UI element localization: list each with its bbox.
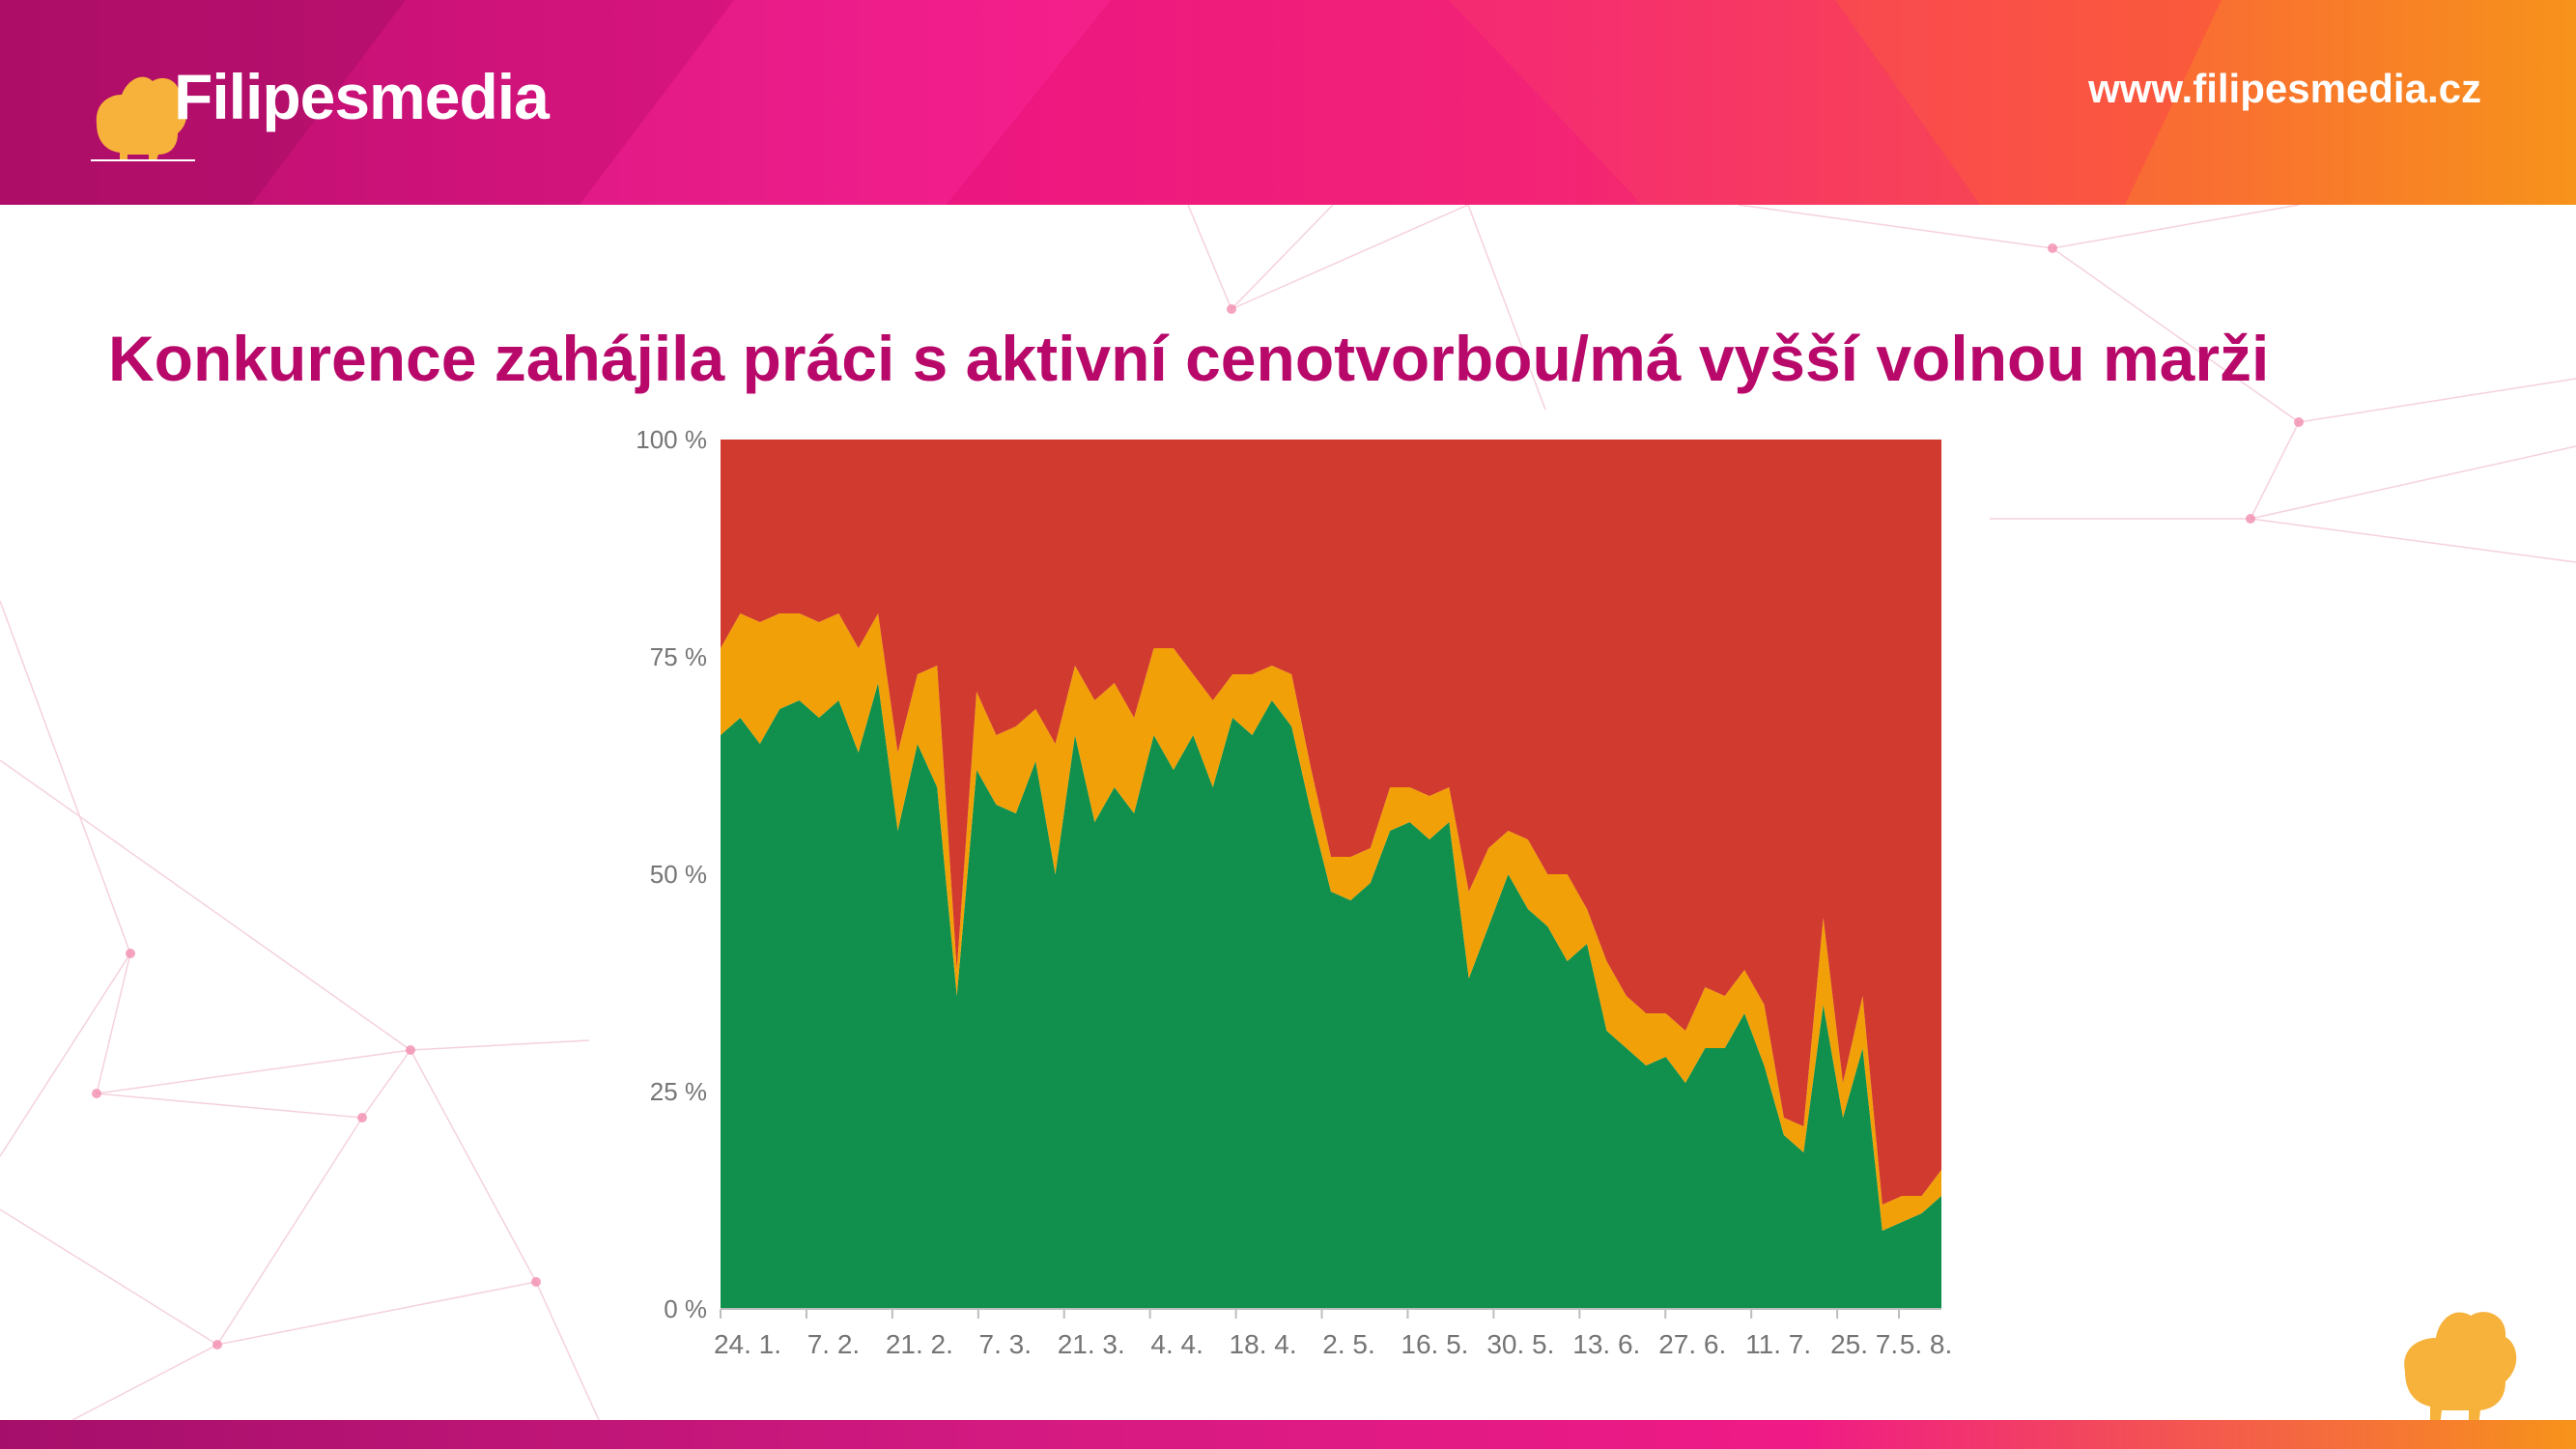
dog-mascot-icon bbox=[2404, 1312, 2517, 1426]
x-tick-label: 18. 4. bbox=[1230, 1329, 1297, 1359]
logo-text: Filipesmedia bbox=[174, 61, 550, 132]
x-tick-label: 30. 5. bbox=[1486, 1329, 1554, 1359]
x-tick-label: 2. 5. bbox=[1322, 1329, 1374, 1359]
x-tick-label: 25. 7. bbox=[1830, 1329, 1898, 1359]
banner-facets bbox=[0, 0, 2576, 205]
x-tick-label: 4. 4. bbox=[1150, 1329, 1203, 1359]
dog-logo-icon bbox=[91, 76, 195, 161]
x-tick-label: 7. 2. bbox=[807, 1329, 860, 1359]
brand-logo[interactable]: Filipesmedia bbox=[89, 56, 668, 162]
x-tick-label: 7. 3. bbox=[979, 1329, 1032, 1359]
x-tick-label: 24. 1. bbox=[714, 1329, 781, 1359]
website-url[interactable]: www.filipesmedia.cz bbox=[2088, 66, 2481, 111]
y-tick-label: 50 % bbox=[650, 860, 707, 889]
stacked-area-chart: 0 % 25 % 50 % 75 % 100 % 24. 1. 7. 2. 21. 2. 7. … bbox=[636, 425, 1952, 1359]
y-tick-label: 100 % bbox=[636, 425, 707, 454]
x-tick-label: 21. 3. bbox=[1058, 1329, 1125, 1359]
x-tick-label: 16. 5. bbox=[1401, 1329, 1468, 1359]
header-banner: Filipesmedia www.filipesmedia.cz bbox=[0, 0, 2576, 205]
y-tick-label: 75 % bbox=[650, 642, 707, 671]
x-tick-label: 21. 2. bbox=[886, 1329, 953, 1359]
area-series-3 bbox=[721, 440, 1941, 1205]
x-tick-label: 11. 7. bbox=[1745, 1329, 1811, 1359]
slide-title: Konkurence zahájila práci s aktivní ceno… bbox=[108, 323, 2270, 394]
y-tick-label: 25 % bbox=[650, 1077, 707, 1106]
x-tick-label: 5. 8. bbox=[1900, 1329, 1952, 1359]
bottom-banner bbox=[0, 1420, 2576, 1449]
x-tick-label: 27. 6. bbox=[1658, 1329, 1726, 1359]
area-series-2 bbox=[721, 613, 1941, 1231]
y-tick-label: 0 % bbox=[664, 1294, 707, 1323]
background-network-lines bbox=[0, 205, 2576, 1420]
x-tick-label: 13. 6. bbox=[1572, 1329, 1640, 1359]
area-series-1 bbox=[721, 683, 1941, 1309]
